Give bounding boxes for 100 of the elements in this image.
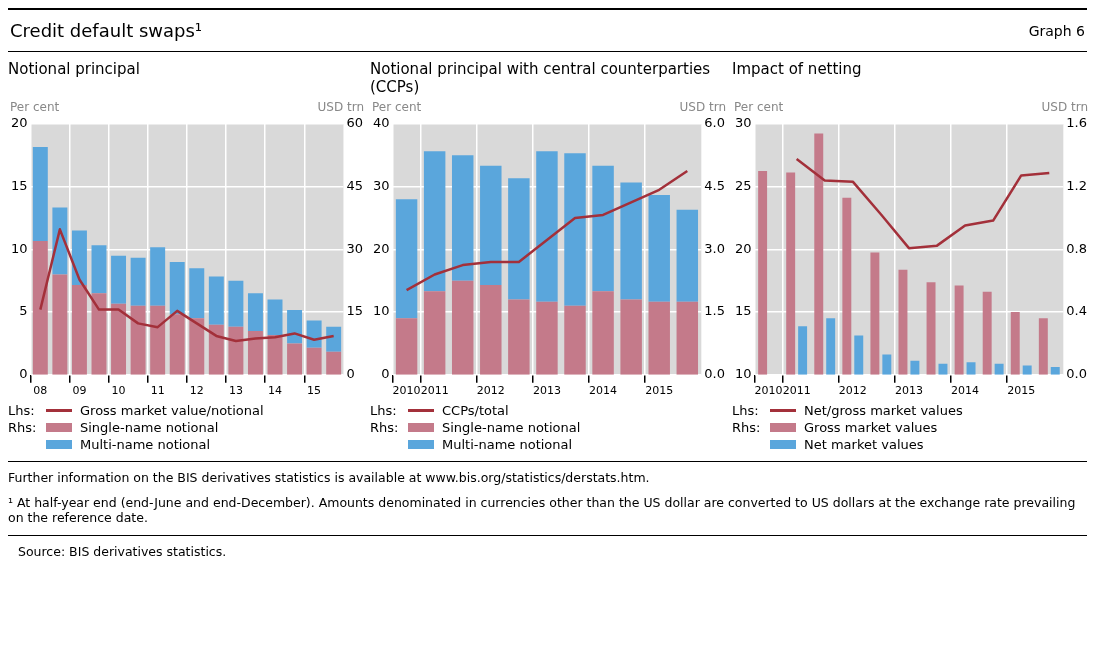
bar: [130, 257, 146, 306]
legend-label: Gross market value/notional: [80, 403, 264, 418]
y2-tick-label: 1.2: [1066, 178, 1088, 194]
bar: [592, 165, 614, 292]
y-tick-label: 25: [735, 178, 752, 194]
bar: [150, 247, 166, 306]
bar: [71, 230, 87, 285]
bar: [423, 151, 446, 292]
x-tick-label: 2010: [754, 384, 783, 398]
bar: [1022, 365, 1032, 375]
bar: [228, 280, 244, 327]
y2-tick-label: 30: [346, 240, 363, 256]
bar: [52, 274, 68, 375]
y2-tick-label: 6.0: [704, 115, 726, 131]
bar: [842, 197, 852, 375]
bar: [130, 305, 146, 375]
x-tick-label: 2013: [532, 384, 561, 398]
bar: [306, 320, 322, 348]
bar: [228, 326, 244, 375]
x-tick-label: 2015: [645, 384, 674, 398]
chart-title: Notional principal with central counterparties (CCPs): [370, 60, 711, 96]
y-tick-label: 10: [373, 303, 390, 319]
x-tick-label: 10: [111, 384, 126, 398]
bar: [1010, 312, 1020, 375]
bar: [169, 314, 185, 375]
y-tick-label: 20: [373, 240, 390, 256]
bar: [854, 335, 864, 375]
legend-label: Net/gross market values: [804, 403, 963, 418]
x-tick-label: 09: [72, 384, 87, 398]
y-tick-label: 5: [19, 303, 28, 319]
x-tick-label: 15: [307, 384, 322, 398]
bar: [395, 318, 418, 375]
legend-label: Multi-name notional: [442, 437, 573, 452]
bar: [564, 153, 586, 306]
legend-label: Gross market values: [804, 420, 938, 435]
bar: [267, 299, 283, 336]
bar: [480, 284, 502, 375]
source-note: Source: BIS derivatives statistics.: [18, 544, 227, 559]
bar: [1050, 366, 1060, 375]
text: ¹ At half-year end (end-June and end-December). Amounts denominated in currencies other than the US dollar are converted to US dollars at the exchange rate prevailing on the reference date.: [8, 495, 1076, 525]
bar: [451, 280, 474, 375]
bar: [620, 299, 642, 375]
x-tick-label: 14: [268, 384, 283, 398]
y-tick-label: 10: [735, 366, 752, 382]
y2-axis-title: USD trn: [1041, 100, 1088, 115]
y-tick-label: 10: [11, 240, 28, 256]
caption: Graph 6: [1028, 22, 1085, 39]
bar: [882, 354, 892, 375]
bar: [247, 293, 263, 331]
bar: [870, 252, 880, 375]
bar: [954, 285, 964, 375]
text: Lhs:: [732, 403, 759, 418]
legend-label: CCPs/total: [442, 403, 509, 418]
x-tick-label: 2014: [951, 384, 980, 398]
y2-tick-label: 15: [346, 303, 363, 319]
y2-tick-label: 45: [346, 178, 363, 194]
bar: [826, 318, 836, 375]
bar: [938, 363, 948, 375]
bar: [536, 301, 558, 375]
bar: [676, 301, 699, 375]
bar: [91, 245, 107, 294]
bar: [71, 284, 87, 375]
bar: [150, 305, 166, 375]
y-tick-label: 0: [381, 366, 390, 382]
bar: [451, 155, 474, 281]
bar: [1038, 318, 1048, 375]
text: Rhs:: [732, 420, 761, 435]
bar: [508, 178, 530, 300]
y2-tick-label: 0: [346, 366, 355, 382]
bar: [536, 151, 558, 302]
y-tick-label: 20: [735, 240, 752, 256]
y2-tick-label: 1.5: [704, 303, 726, 319]
x-tick-label: 08: [33, 384, 48, 398]
bar: [208, 276, 224, 325]
y2-tick-label: 1.6: [1066, 115, 1088, 131]
y2-tick-label: 0.8: [1066, 240, 1088, 256]
x-tick-label: 2015: [1007, 384, 1036, 398]
bar: [592, 291, 614, 375]
bar: [480, 165, 502, 285]
bar: [111, 255, 127, 304]
bar: [676, 209, 699, 302]
bar: [32, 241, 48, 375]
bar: [287, 310, 303, 344]
bar: [648, 301, 670, 375]
y2-tick-label: 4.5: [704, 178, 726, 194]
x-tick-label: 2011: [782, 384, 811, 398]
bar: [395, 199, 418, 319]
y-tick-label: 15: [11, 178, 28, 194]
bar: [648, 195, 670, 302]
y2-tick-label: 3.0: [704, 240, 726, 256]
text: Rhs:: [8, 420, 37, 435]
bar: [966, 362, 976, 375]
bar: [620, 182, 642, 300]
bar: [508, 299, 530, 375]
y-axis-title: Per cent: [10, 100, 60, 115]
x-tick-label: 2012: [476, 384, 505, 398]
chart-title: Notional principal: [8, 60, 140, 78]
x-tick-label: 2014: [589, 384, 618, 398]
y2-tick-label: 0.0: [1066, 366, 1088, 382]
x-tick-label: 12: [189, 384, 204, 398]
